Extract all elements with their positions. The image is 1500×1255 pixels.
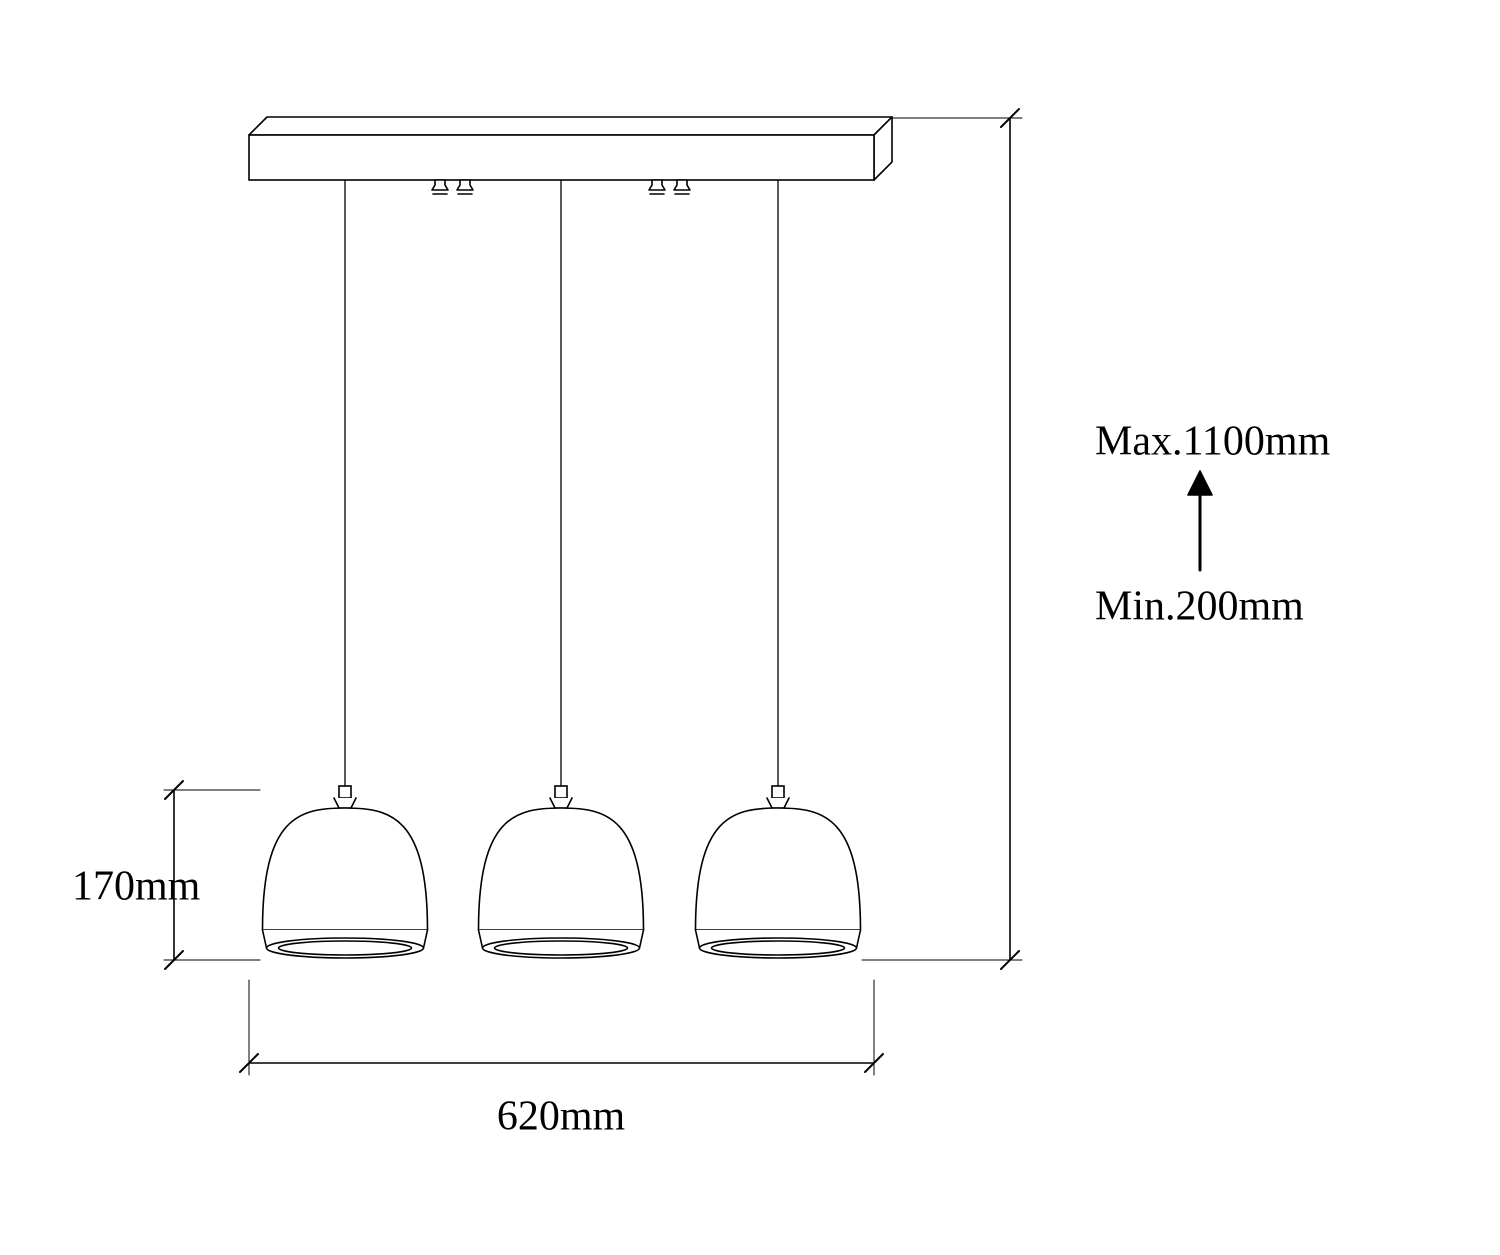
dimension-width-label: 620mm — [497, 1094, 626, 1140]
dimension-min-height-label: Min.200mm — [1095, 584, 1304, 630]
ceiling-canopy — [249, 117, 892, 180]
dimension-shade-height-label: 170mm — [72, 864, 201, 910]
pendant-light-diagram: 620mm 170mm Max.1100mm Min.200mm — [0, 0, 1500, 1255]
pendants — [263, 180, 861, 958]
dimension-width: 620mm — [240, 980, 883, 1140]
dimension-shade-height: 170mm — [72, 781, 260, 969]
dimension-overall-height: Max.1100mm Min.200mm — [862, 109, 1331, 969]
pendant — [479, 180, 644, 958]
up-arrow-icon — [1188, 471, 1212, 570]
pendant — [696, 180, 861, 958]
dimension-max-height-label: Max.1100mm — [1095, 419, 1331, 465]
pendant — [263, 180, 428, 958]
